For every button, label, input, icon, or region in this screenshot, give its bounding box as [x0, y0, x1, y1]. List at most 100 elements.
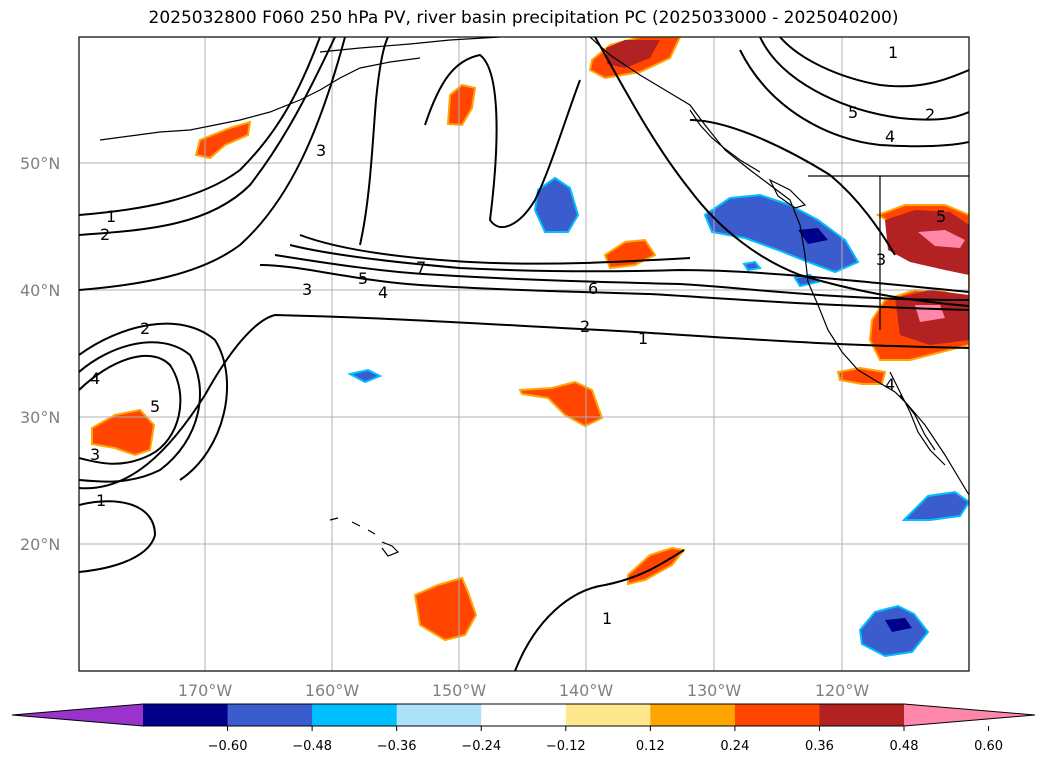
- pv-contour-4: [259, 264, 969, 311]
- lat-label-20n: 20°N: [20, 535, 60, 554]
- figure-title: 2025032800 F060 250 hPa PV, river basin …: [148, 8, 899, 28]
- pv-contour-south: [79, 500, 157, 573]
- pv-trough-west: [359, 37, 389, 246]
- colorbar-swatch: [481, 704, 567, 726]
- lat-label-30n: 30°N: [20, 408, 60, 427]
- negative-anomaly-blob: [901, 490, 969, 521]
- colorbar-tick-label: 0.60: [974, 739, 1003, 754]
- baja-coast: [889, 371, 946, 466]
- colorbar-extend-low: [12, 704, 143, 726]
- graticule: [79, 37, 969, 671]
- pv-trough-mid: [424, 53, 581, 229]
- pv-label: 1: [602, 609, 612, 628]
- negative-anomaly-blob: [742, 260, 762, 272]
- alaska-coast: [319, 37, 501, 53]
- lat-label-40n: 40°N: [20, 281, 60, 300]
- pv-label: 3: [90, 445, 100, 464]
- positive-anomaly-blob: [91, 408, 156, 457]
- colorbar-tick-label: 0.24: [720, 739, 749, 754]
- lon-label-170w: 170°W: [178, 681, 233, 700]
- pv-label: 2: [100, 225, 110, 244]
- colorbar-outline: [11, 703, 1036, 727]
- latitude-labels: 50°N 40°N 30°N 20°N: [20, 154, 60, 554]
- gulf-of-california: [899, 394, 936, 451]
- pv-contour-5: [274, 254, 969, 301]
- pv-contours: [79, 37, 969, 671]
- pv-label: 5: [358, 269, 368, 288]
- pv-label: 2: [580, 317, 590, 336]
- pv-label: 1: [888, 43, 898, 62]
- aleutian-chain: [99, 57, 421, 141]
- map-plot-area: 1 2 3 4 5 6 7 1 2 3 4 5 1 2 3 4 5 1 1 2: [78, 36, 970, 672]
- pv-contour-2: [79, 37, 336, 236]
- bc-islands: [689, 109, 761, 173]
- ocean-background: [79, 37, 969, 671]
- positive-anomaly-blob: [885, 210, 969, 275]
- pv-label: 2: [925, 105, 935, 124]
- lon-label-140w: 140°W: [559, 681, 614, 700]
- pv-label: 4: [885, 127, 895, 146]
- pv-label: 5: [848, 103, 858, 122]
- colorbar-swatch: [312, 704, 398, 726]
- colorbar-swatch: [650, 704, 736, 726]
- coastlines: [99, 37, 969, 557]
- pv-label: 1: [638, 329, 648, 348]
- pv-ridge-loop: [689, 119, 896, 256]
- pv-contour-3: [79, 37, 346, 291]
- positive-anomaly-blob: [413, 576, 478, 642]
- pv-ridge-east: [594, 37, 969, 307]
- pv-label: 6: [588, 279, 598, 298]
- pv-label: 5: [150, 397, 160, 416]
- colorbar-tick-label: 0.12: [636, 739, 665, 754]
- colorbar-extend-high: [904, 704, 1035, 726]
- negative-anomaly-blob: [347, 368, 383, 384]
- colorbar: −0.60 −0.48 −0.36 −0.24 −0.12 0.12 0.24 0.36 0.4…: [11, 703, 1036, 754]
- longitude-labels: 170°W 160°W 150°W 140°W 130°W 120°W: [178, 681, 870, 700]
- pv-contour-subtropic: [514, 549, 685, 671]
- colorbar-tick-label: −0.48: [292, 739, 332, 754]
- negative-anomaly-blob: [703, 193, 860, 274]
- pv-low-outer-ring: [79, 313, 969, 490]
- vancouver-island: [768, 178, 807, 209]
- colorbar-swatch: [396, 704, 482, 726]
- pv-label: 5: [936, 207, 946, 226]
- colorbar-tick-label: 0.48: [890, 739, 919, 754]
- colorbar-tick-label: −0.12: [546, 739, 586, 754]
- pv-contour-ne3: [739, 49, 969, 148]
- lon-label-120w: 120°W: [815, 681, 870, 700]
- pv-label: 4: [90, 369, 100, 388]
- pv-label: 3: [876, 250, 886, 269]
- colorbar-tick-label: 0.36: [805, 739, 834, 754]
- pv-outer-low: [79, 355, 182, 465]
- colorbar-swatch: [143, 704, 229, 726]
- map-frame: [78, 36, 970, 672]
- negative-anomaly-blob: [798, 228, 828, 244]
- precip-negative-shading: [347, 176, 969, 658]
- lon-label-130w: 130°W: [687, 681, 742, 700]
- positive-anomaly-blob: [446, 83, 477, 127]
- pv-label: 7: [416, 258, 426, 277]
- pv-contour-labels: 1 2 3 4 5 6 7 1 2 3 4 5 1 2 3 4 5 1 1 2: [90, 43, 946, 628]
- negative-anomaly-blob: [885, 618, 912, 632]
- colorbar-swatch: [227, 704, 313, 726]
- pv-label: 1: [106, 207, 116, 226]
- pv-contour-1: [79, 37, 321, 216]
- pv-contour-ne: [779, 37, 969, 88]
- colorbar-tick-label: −0.24: [461, 739, 501, 754]
- colorbar-swatch: [734, 704, 820, 726]
- positive-anomaly-blob: [518, 380, 604, 428]
- hawaii-islands: [329, 517, 400, 557]
- colorbar-swatch: [565, 704, 651, 726]
- positive-anomaly-blob: [194, 120, 252, 160]
- colorbar-tick-label: −0.60: [208, 739, 248, 754]
- positive-anomaly-blob: [918, 230, 965, 248]
- colorbar-tick-label: −0.36: [377, 739, 417, 754]
- pv-contour-ne2: [759, 37, 969, 121]
- negative-anomaly-blob: [533, 176, 580, 233]
- pv-label: 4: [378, 283, 388, 302]
- lon-label-150w: 150°W: [432, 681, 487, 700]
- lon-label-160w: 160°W: [305, 681, 360, 700]
- pv-label: 3: [316, 141, 326, 160]
- pv-label: 1: [96, 491, 106, 510]
